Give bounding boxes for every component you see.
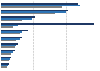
Bar: [1, 10, 68, 11]
Bar: [1, 30, 28, 31]
Bar: [1, 11, 66, 13]
Bar: [1, 23, 94, 25]
Bar: [1, 31, 22, 33]
Bar: [1, 37, 22, 38]
Bar: [1, 66, 7, 68]
Bar: [1, 63, 9, 65]
Bar: [1, 33, 20, 34]
Bar: [1, 16, 35, 18]
Bar: [1, 40, 16, 41]
Bar: [1, 38, 20, 40]
Bar: [1, 46, 14, 48]
Bar: [1, 65, 8, 66]
Bar: [1, 50, 14, 51]
Bar: [1, 57, 11, 58]
Bar: [1, 20, 22, 21]
Bar: [1, 3, 78, 5]
Bar: [1, 53, 11, 55]
Bar: [1, 45, 16, 46]
Bar: [1, 13, 55, 14]
Bar: [1, 26, 12, 28]
Bar: [1, 60, 9, 61]
Bar: [1, 6, 62, 8]
Bar: [1, 18, 32, 20]
Bar: [1, 25, 18, 26]
Bar: [1, 5, 80, 6]
Bar: [1, 43, 18, 45]
Bar: [1, 58, 10, 60]
Bar: [1, 51, 12, 53]
